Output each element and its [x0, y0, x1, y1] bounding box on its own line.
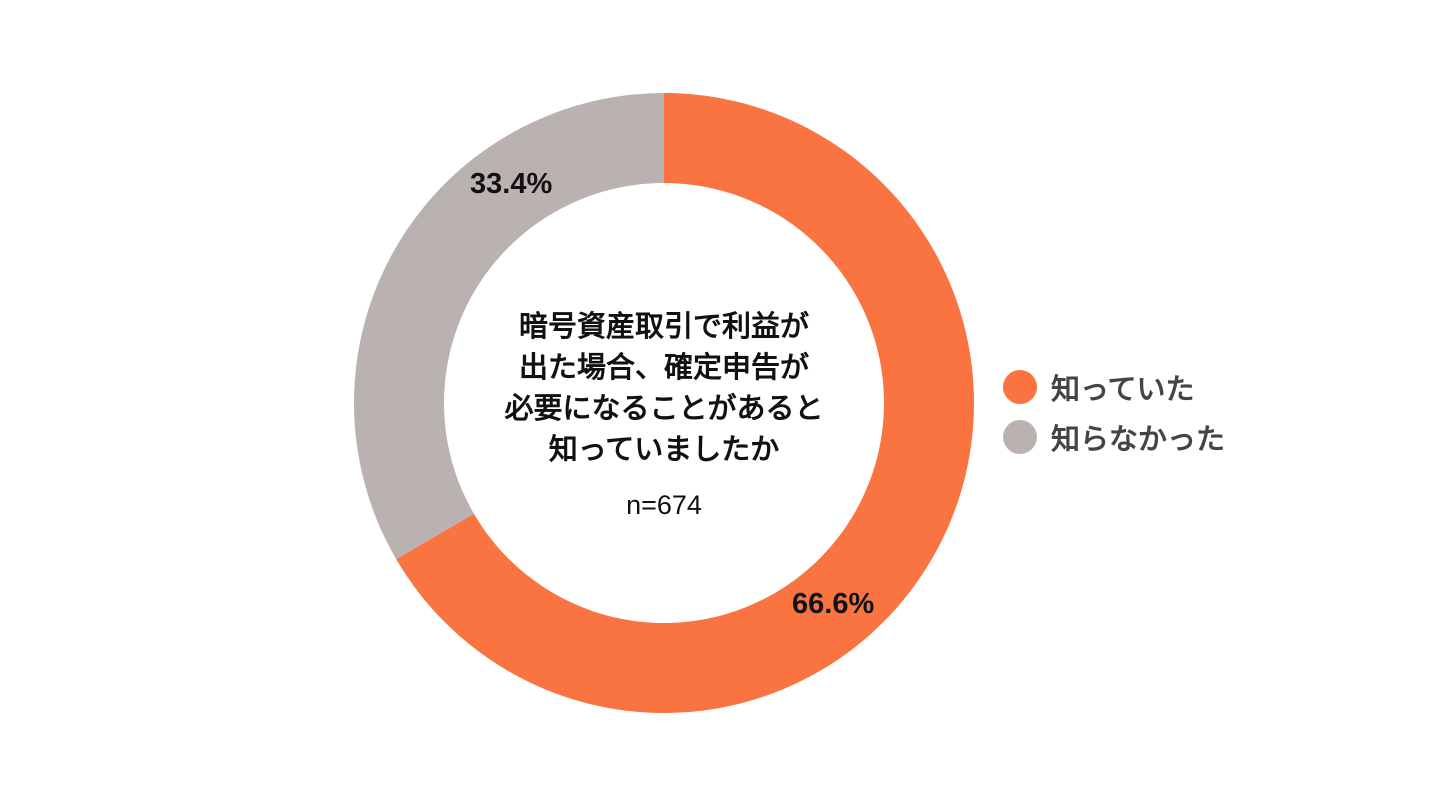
- donut-slices: [354, 93, 975, 713]
- sample-size-note: n=674: [626, 490, 702, 520]
- donut-slice-did-not-know: [354, 93, 664, 560]
- donut-slice-knew: [396, 93, 975, 713]
- center-title-line-4: 知っていましたか: [548, 432, 780, 466]
- legend-label-did-not-know: 知らなかった: [1051, 422, 1226, 456]
- legend-swatch-did-not-know: [1003, 420, 1037, 454]
- center-title-line-3: 必要になることがあると: [504, 391, 824, 425]
- center-title: 暗号資産取引で利益が 出た場合、確定申告が 必要になることがあると 知っていまし…: [434, 306, 894, 470]
- legend-item-knew: 知っていた: [1003, 362, 1225, 412]
- legend-swatch-knew: [1003, 370, 1037, 404]
- legend-label-knew: 知っていた: [1051, 372, 1195, 406]
- legend-item-did-not-know: 知らなかった: [1003, 412, 1225, 462]
- center-title-line-1: 暗号資産取引で利益が: [518, 309, 809, 343]
- center-title-line-2: 出た場合、確定申告が: [518, 350, 809, 384]
- data-label-knew: 66.6%: [792, 588, 875, 620]
- data-label-did-not-know: 33.4%: [470, 168, 553, 200]
- legend: 知っていた 知らなかった: [1003, 362, 1225, 462]
